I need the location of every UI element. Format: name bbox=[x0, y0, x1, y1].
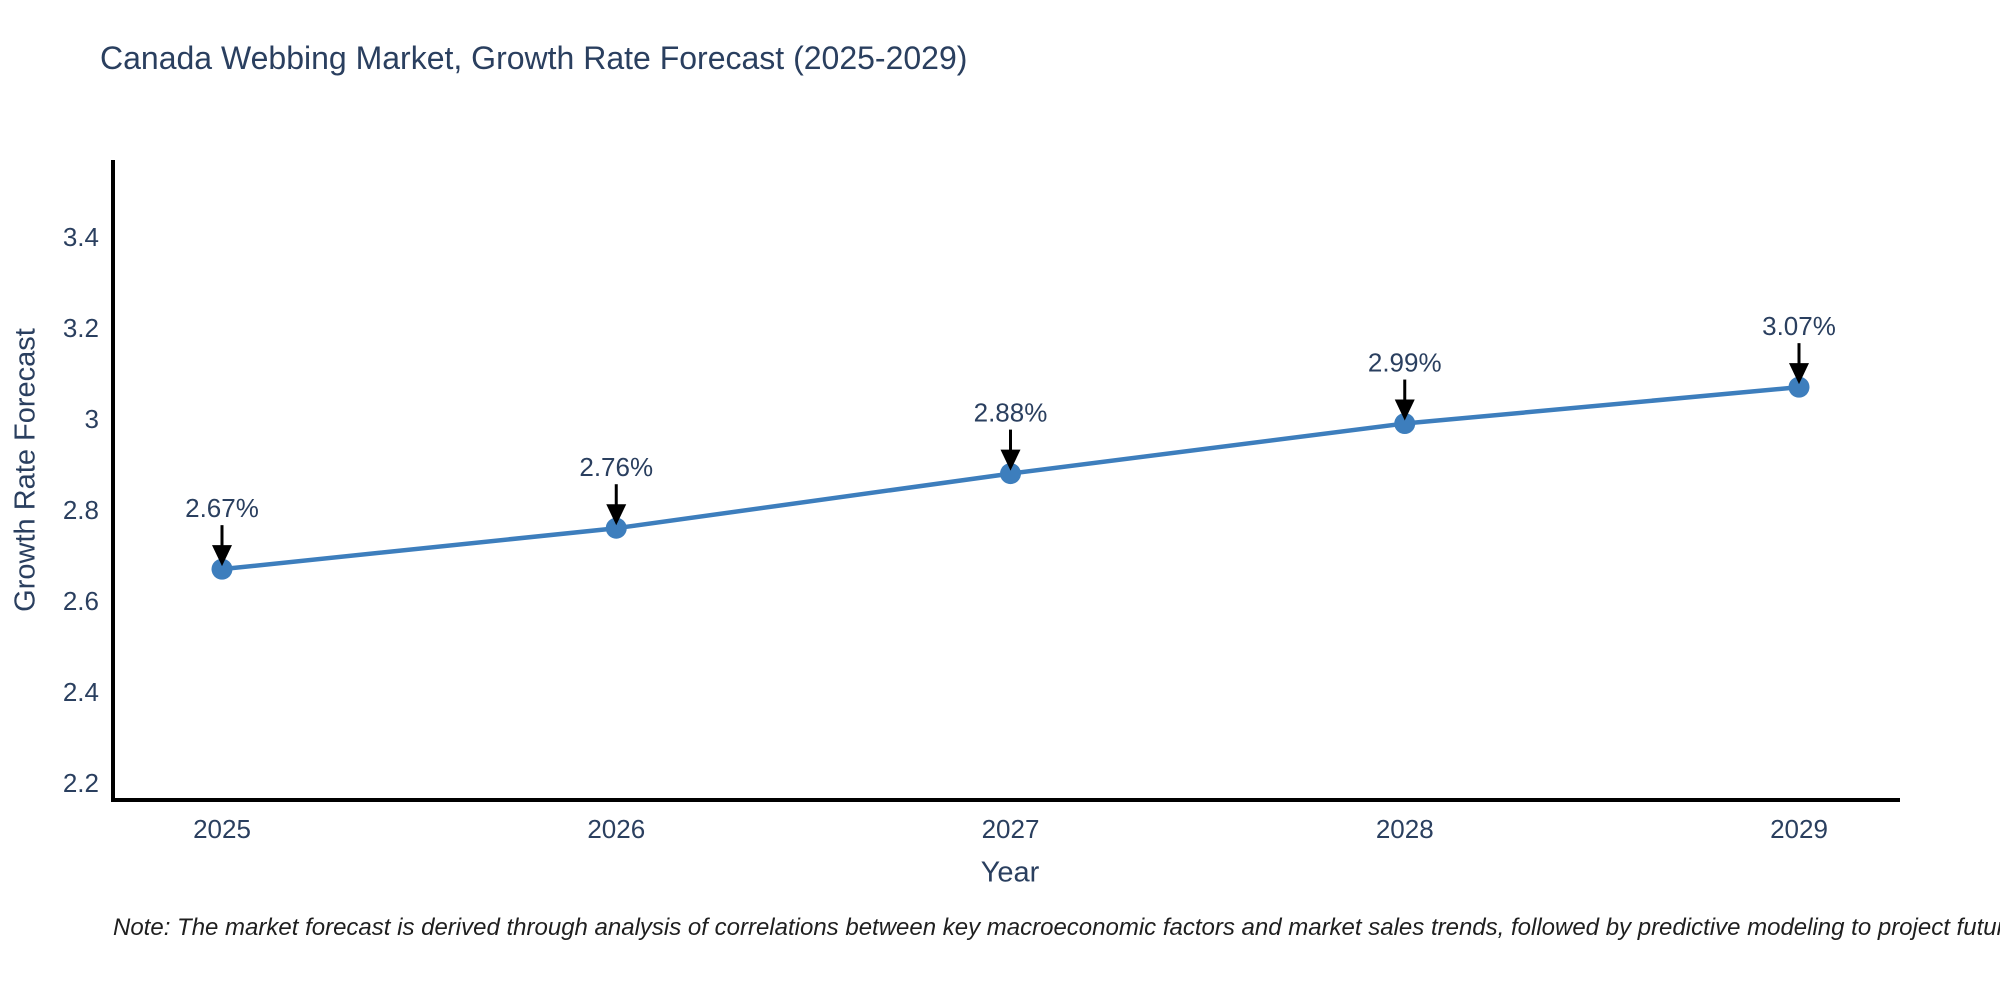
y-tick-label: 2.8 bbox=[63, 495, 99, 525]
data-point-label: 2.99% bbox=[1368, 348, 1442, 378]
data-point-marker[interactable] bbox=[1394, 413, 1416, 435]
x-tick-label: 2025 bbox=[193, 814, 251, 844]
data-point-marker[interactable] bbox=[1788, 376, 1810, 398]
footnote: Note: The market forecast is derived thr… bbox=[113, 914, 2000, 941]
y-tick-label: 2.2 bbox=[63, 768, 99, 798]
x-tick-label: 2028 bbox=[1376, 814, 1434, 844]
axes bbox=[111, 160, 1900, 802]
chart-title: Canada Webbing Market, Growth Rate Forec… bbox=[100, 40, 968, 76]
annotation-arrowhead bbox=[212, 545, 232, 567]
y-axis-title: Growth Rate Forecast bbox=[9, 328, 42, 612]
annotation-arrowhead bbox=[606, 504, 627, 526]
x-tick-label: 2027 bbox=[982, 814, 1040, 844]
annotation-arrowhead bbox=[1789, 363, 1809, 385]
y-tick-label: 3.4 bbox=[63, 222, 99, 252]
annotation-arrowhead bbox=[1000, 449, 1021, 471]
data-point-label: 3.07% bbox=[1762, 311, 1836, 341]
data-point-label: 2.88% bbox=[974, 398, 1048, 428]
x-tick-label: 2029 bbox=[1770, 814, 1828, 844]
y-tick-label: 2.6 bbox=[63, 586, 99, 616]
x-axis-title: Year bbox=[980, 856, 1040, 889]
y-tick-label: 3 bbox=[85, 404, 99, 434]
annotation-arrowhead bbox=[1394, 399, 1415, 421]
y-tick-label: 3.2 bbox=[63, 313, 99, 343]
y-tick-label: 2.4 bbox=[63, 677, 99, 707]
data-point-marker[interactable] bbox=[211, 558, 233, 580]
data-point-label: 2.76% bbox=[579, 452, 653, 482]
data-point-marker[interactable] bbox=[1000, 463, 1021, 485]
x-tick-label: 2026 bbox=[587, 814, 645, 844]
data-point-marker[interactable] bbox=[605, 517, 627, 539]
data-point-label: 2.67% bbox=[185, 493, 259, 523]
